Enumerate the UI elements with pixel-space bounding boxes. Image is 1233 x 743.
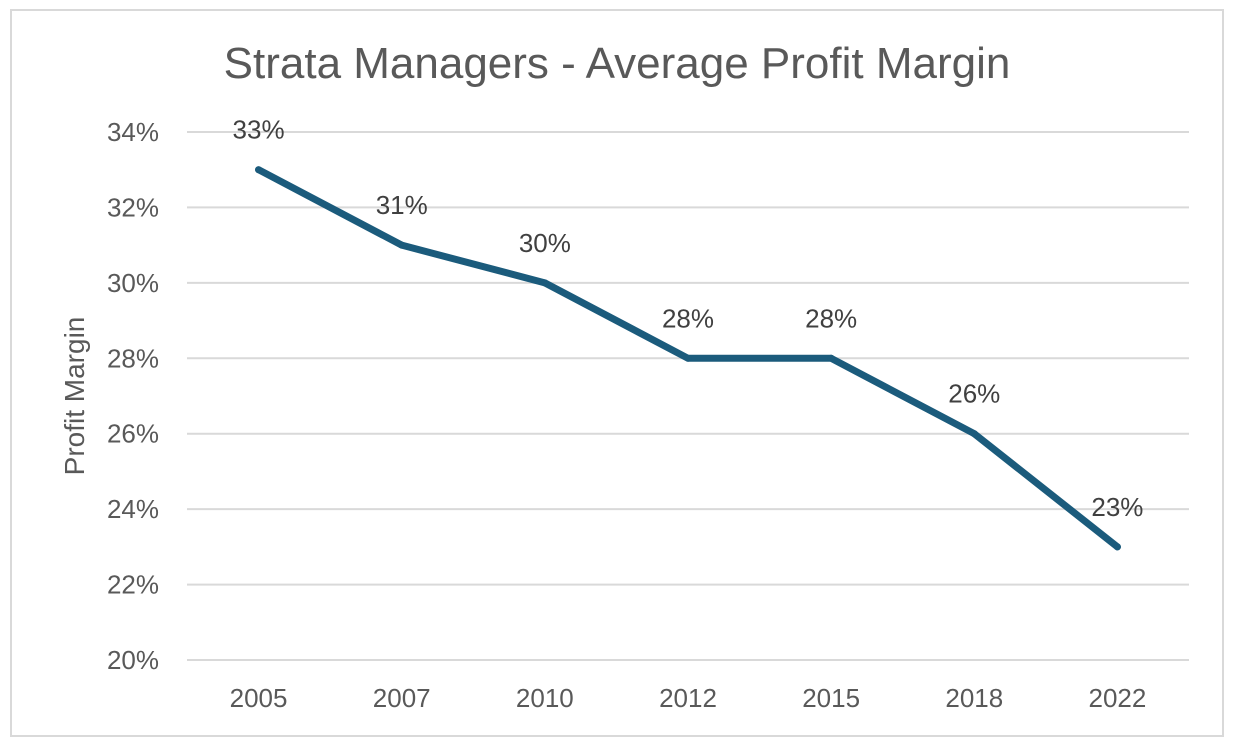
data-labels: 33% 31% 30% 28% 28% 26% 23%	[233, 115, 1144, 522]
y-tick-label: 30%	[107, 268, 159, 298]
data-label: 33%	[233, 115, 285, 145]
y-tick-label: 24%	[107, 494, 159, 524]
y-tick-label: 34%	[107, 117, 159, 147]
data-label: 30%	[519, 228, 571, 258]
x-tick-label: 2015	[802, 683, 860, 713]
x-tick-label: 2022	[1089, 683, 1147, 713]
chart-title: Strata Managers - Average Profit Margin	[224, 39, 1011, 88]
y-axis-title: Profit Margin	[59, 317, 90, 476]
chart-frame	[10, 9, 1224, 737]
data-label: 26%	[948, 379, 1000, 409]
y-tick-label: 32%	[107, 192, 159, 222]
x-tick-label: 2010	[516, 683, 574, 713]
x-tick-label: 2018	[945, 683, 1003, 713]
x-tick-label: 2007	[373, 683, 431, 713]
y-tick-label: 20%	[107, 645, 159, 675]
data-point	[398, 241, 406, 249]
data-label: 31%	[376, 190, 428, 220]
y-tick-label: 22%	[107, 570, 159, 600]
data-point	[541, 279, 549, 287]
series-group	[255, 166, 1121, 551]
data-point	[827, 354, 835, 362]
data-point	[970, 430, 978, 438]
data-point	[255, 166, 263, 174]
data-label: 28%	[662, 303, 714, 333]
y-axis-ticks: 20% 22% 24% 26% 28% 30% 32% 34%	[107, 117, 159, 675]
x-axis-ticks: 2005 2007 2010 2012 2015 2018 2022	[230, 683, 1147, 713]
data-label: 28%	[805, 303, 857, 333]
y-tick-label: 26%	[107, 419, 159, 449]
x-tick-label: 2012	[659, 683, 717, 713]
data-point	[684, 354, 692, 362]
data-label: 23%	[1091, 492, 1143, 522]
y-tick-label: 28%	[107, 343, 159, 373]
data-point	[1113, 543, 1121, 551]
x-tick-label: 2005	[230, 683, 288, 713]
